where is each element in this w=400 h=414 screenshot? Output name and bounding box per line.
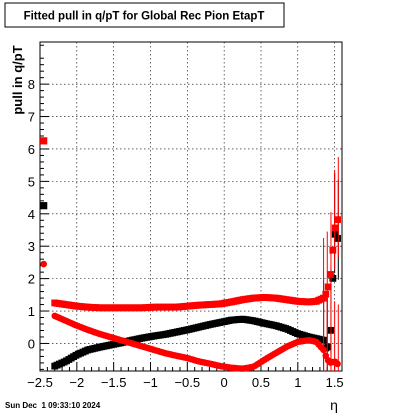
y-tick-label: 0	[28, 336, 35, 351]
x-tick-labels: −2.5 −2 −1.5 −1 −0.5 0 0.5 1 1.5	[27, 375, 344, 390]
x-tick-label: −2.5	[27, 375, 53, 390]
plot-frame	[39, 41, 343, 372]
title-box	[4, 2, 285, 28]
y-tick-label: 7	[28, 110, 35, 125]
series-1	[40, 137, 341, 339]
x-tick-label: −1.5	[101, 375, 127, 390]
y-tick-label: 4	[28, 207, 35, 222]
data-point	[329, 246, 337, 254]
x-tick-label: 1	[294, 375, 301, 390]
data-point	[334, 216, 341, 224]
y-tick-label: 3	[28, 239, 35, 254]
series-2	[40, 260, 341, 372]
data-point	[327, 271, 334, 278]
y-tick-labels: 0 1 2 3 4 5 6 7 8	[28, 77, 35, 351]
data-point	[334, 360, 341, 368]
data-point	[40, 202, 48, 210]
x-tick-label: −1	[143, 375, 158, 390]
data-point	[334, 235, 341, 242]
data-point	[324, 283, 332, 291]
data-point	[322, 290, 330, 298]
x-tick-label: 0	[221, 375, 228, 390]
data-series	[40, 137, 341, 372]
y-tick-label: 8	[28, 77, 35, 92]
data-point	[331, 230, 339, 238]
data-point	[331, 224, 339, 232]
y-tick-label: 2	[28, 272, 35, 287]
x-axis-label: η	[330, 397, 338, 413]
data-point	[324, 343, 332, 351]
axis-ticks	[39, 44, 343, 371]
y-tick-label: 1	[28, 304, 35, 319]
y-tick-label: 6	[28, 142, 35, 157]
x-tick-label: −2	[69, 375, 84, 390]
y-tick-label: 5	[28, 174, 35, 189]
x-tick-label: −0.5	[174, 375, 200, 390]
data-point	[40, 260, 47, 268]
data-point	[40, 137, 48, 145]
x-tick-label: 1.5	[326, 375, 344, 390]
y-axis-label: pull in q/pT	[10, 45, 25, 114]
footer-timestamp: Sun Dec 1 09:33:10 2024	[5, 401, 101, 410]
data-point	[320, 346, 327, 354]
chart-title: Fitted pull in q/pT for Global Rec Pion …	[24, 11, 265, 23]
grid	[40, 42, 342, 371]
data-point	[329, 274, 337, 282]
x-tick-label: 0.5	[252, 375, 270, 390]
